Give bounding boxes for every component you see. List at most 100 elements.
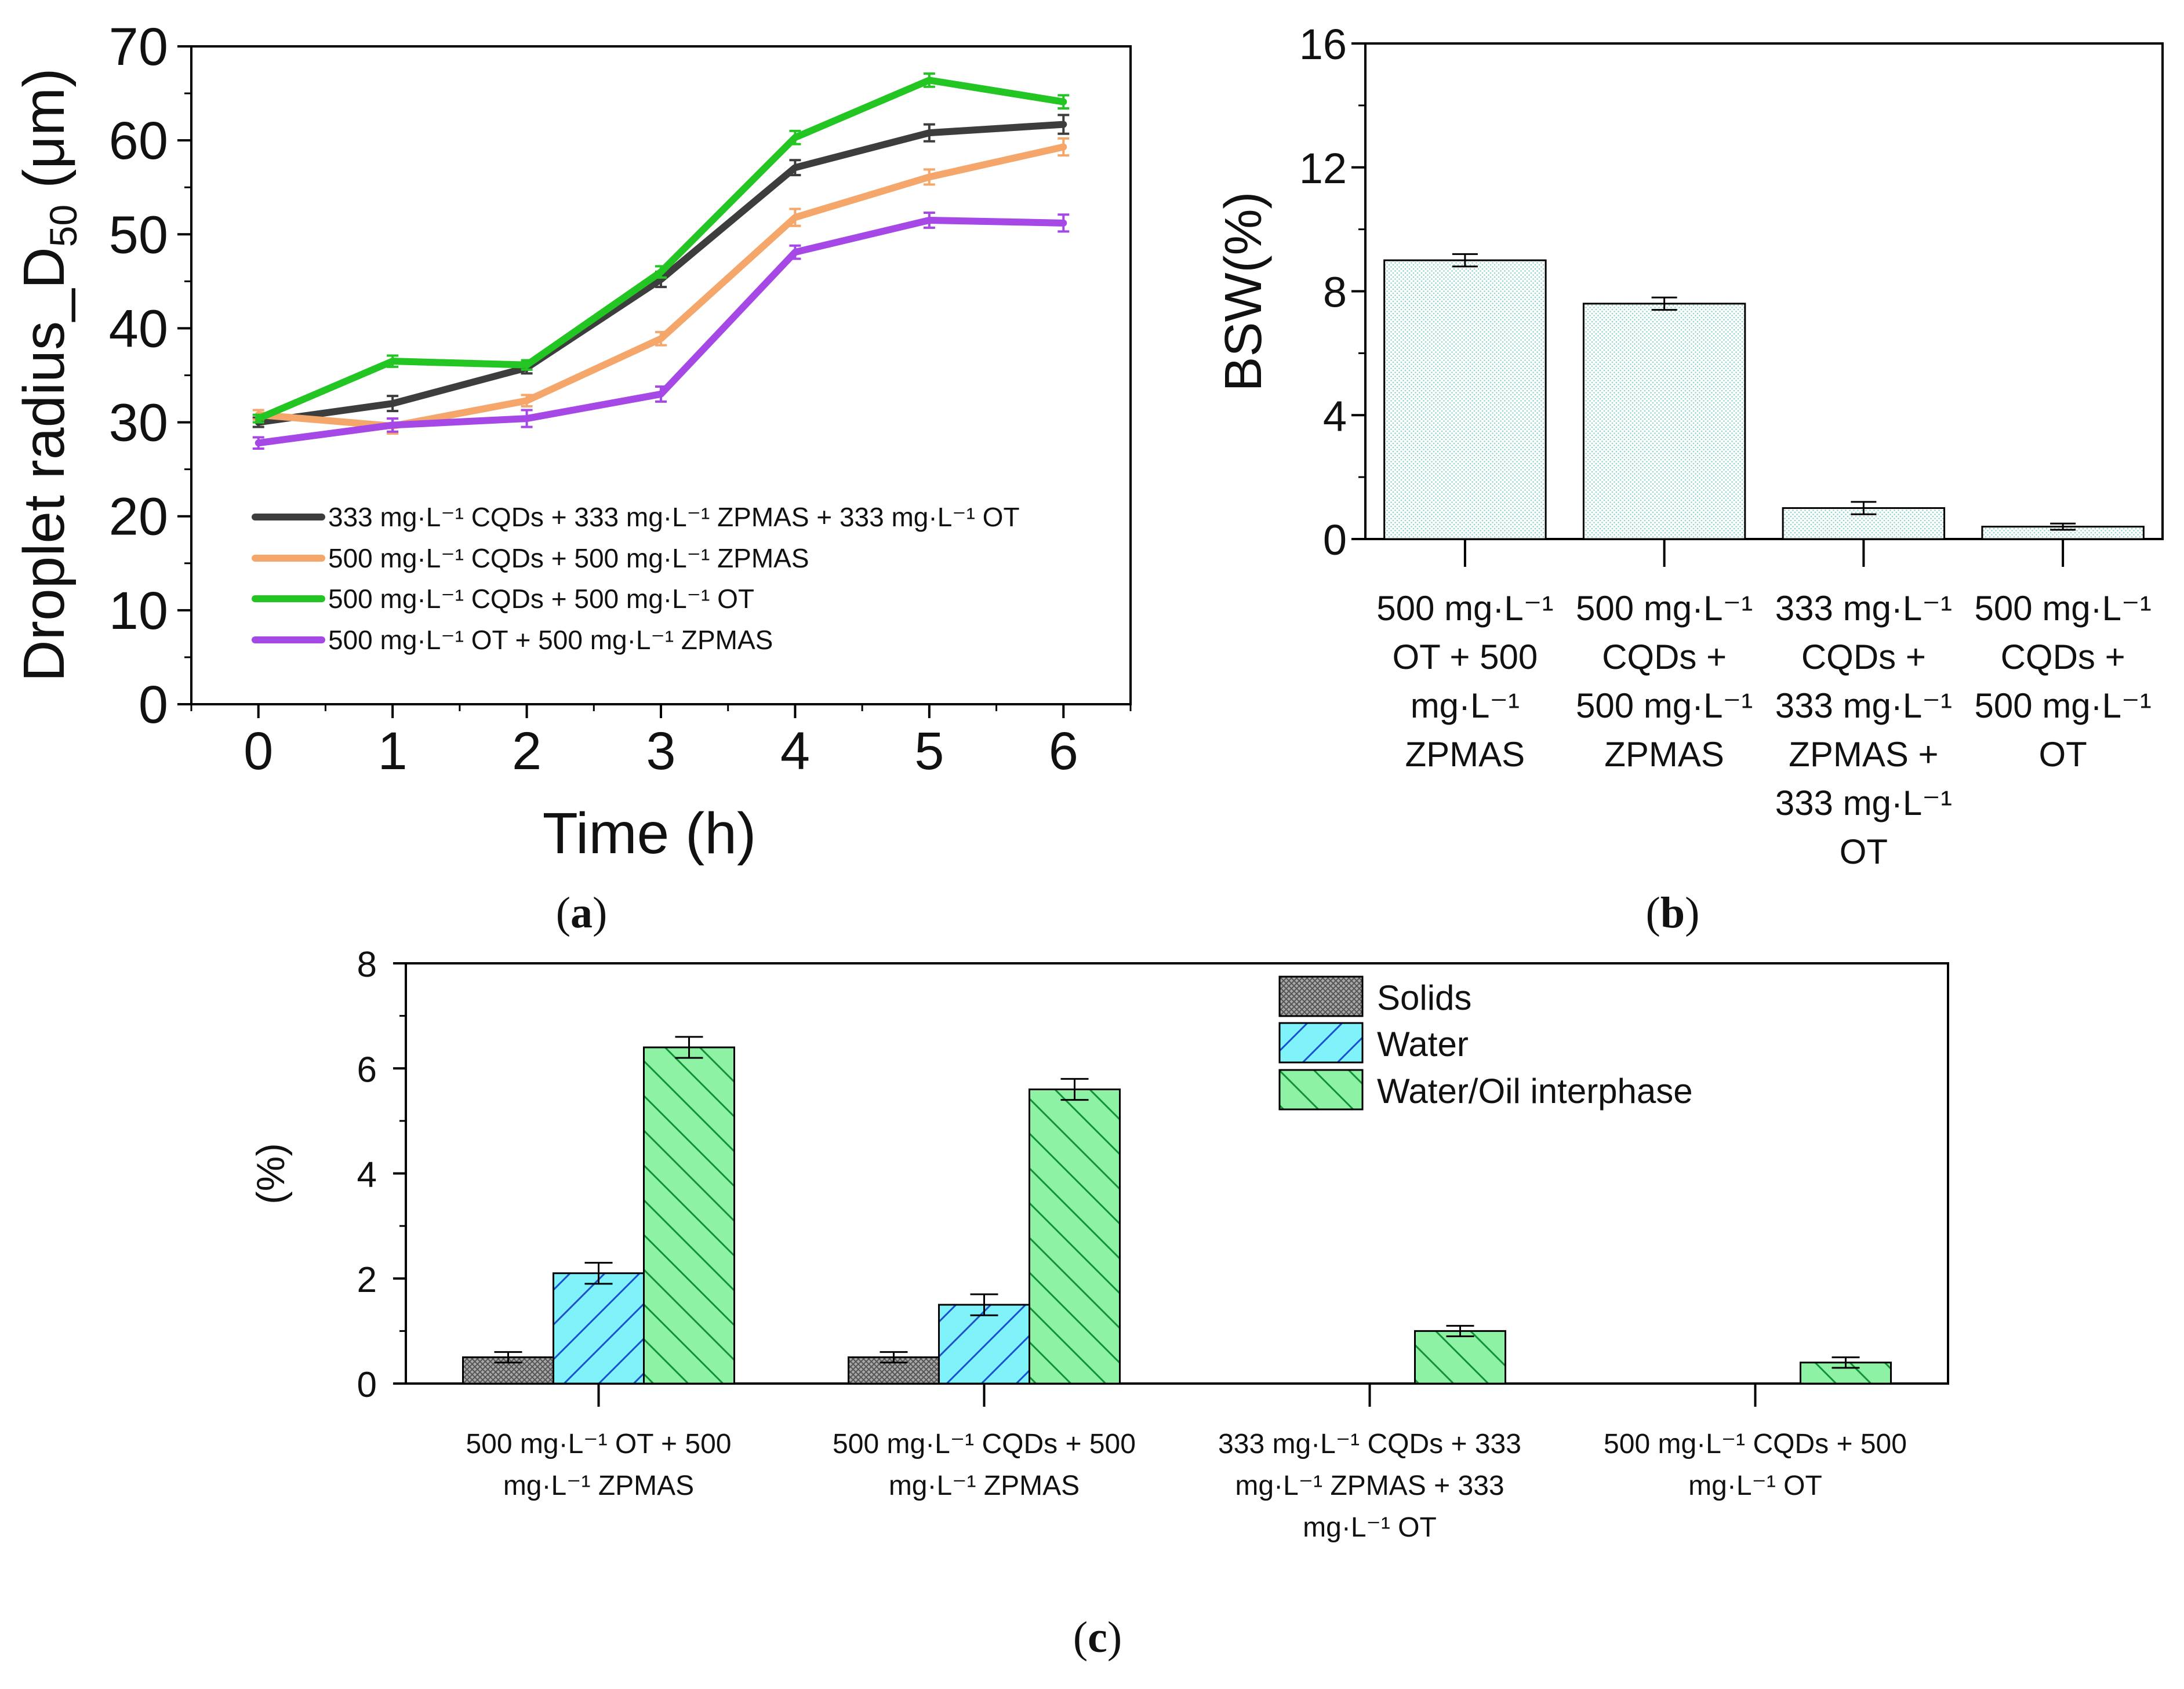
- error-bar: [252, 436, 264, 450]
- y-tick-label: 8: [1323, 268, 1347, 316]
- bar-water-oil-interphase: [1414, 1330, 1506, 1385]
- error-bar: [1446, 1324, 1474, 1337]
- error-bar: [923, 123, 935, 143]
- x-tick-label-line: ZPMAS +: [1789, 735, 1938, 774]
- error-bar: [655, 330, 667, 347]
- x-tick-label-line: 333 mg·L⁻¹: [1775, 784, 1952, 822]
- x-tick-label-line: OT + 500: [1393, 638, 1538, 676]
- panel-c-bars: [462, 1036, 1892, 1385]
- panel-b-caption: (b): [1646, 889, 1700, 937]
- error-bar: [2050, 522, 2076, 531]
- legend-label-3: 500 mg·L⁻¹ CQDs + 500 mg·L⁻¹ OT: [328, 584, 754, 614]
- x-tick-label-line: mg·L⁻¹ ZPMAS: [889, 1470, 1080, 1501]
- x-tick-label-line: 500 mg·L⁻¹ CQDs + 500: [833, 1429, 1136, 1459]
- y-tick-label: 30: [109, 394, 168, 453]
- panel-a-caption: (a): [556, 889, 608, 937]
- x-tick-label: 0: [244, 722, 273, 781]
- error-bar: [387, 417, 399, 433]
- y-tick-label: 12: [1299, 144, 1347, 192]
- panel-a-y-label-main: Droplet radius_D: [12, 247, 77, 682]
- error-bar: [521, 394, 533, 408]
- bar-water: [938, 1304, 1030, 1385]
- y-tick-label: 0: [139, 675, 168, 734]
- x-tick-label-line: CQDs +: [2001, 638, 2125, 676]
- y-tick-label: 60: [109, 111, 168, 170]
- panel-a-caption-letter: a: [570, 889, 593, 937]
- x-tick-label-line: 500 mg·L⁻¹ CQDs + 500: [1604, 1429, 1907, 1459]
- x-tick-label: 6: [1049, 722, 1078, 781]
- error-bar: [789, 208, 801, 227]
- error-bar: [494, 1351, 522, 1364]
- bar-water-oil-interphase: [1029, 1089, 1121, 1385]
- y-tick-label: 8: [357, 945, 377, 985]
- error-bar: [584, 1262, 613, 1285]
- error-bar: [1058, 114, 1070, 135]
- x-tick-label-line: 333 mg·L⁻¹ CQDs + 333: [1218, 1429, 1521, 1459]
- x-tick-label-line: ZPMAS: [1405, 735, 1525, 774]
- y-tick-label: 0: [357, 1365, 377, 1405]
- legend-swatch-2: [1278, 1022, 1364, 1064]
- error-bar: [923, 168, 935, 186]
- x-tick-label-line: mg·L⁻¹ OT: [1303, 1512, 1437, 1543]
- y-tick-label: 2: [357, 1260, 377, 1300]
- bar: [1582, 303, 1746, 540]
- error-bar: [655, 265, 667, 279]
- panel-b-y-ticks: 0 4 8 12 16: [1299, 20, 1365, 564]
- legend-label-4: 500 mg·L⁻¹ OT + 500 mg·L⁻¹ ZPMAS: [328, 625, 773, 655]
- x-tick-label: 3: [646, 722, 675, 781]
- error-bar: [252, 413, 264, 424]
- panel-c-y-label: (%): [249, 1143, 293, 1204]
- x-tick-label-line: mg·L⁻¹ OT: [1688, 1470, 1822, 1501]
- error-bar: [521, 409, 533, 428]
- legend-label-1: 333 mg·L⁻¹ CQDs + 333 mg·L⁻¹ ZPMAS + 333…: [328, 502, 1020, 532]
- panel-a-series: [252, 72, 1070, 450]
- panel-a-x-label: Time (h): [543, 801, 757, 866]
- error-bar: [880, 1351, 908, 1364]
- error-bar: [675, 1036, 703, 1059]
- error-bar: [1851, 501, 1877, 515]
- panel-a-y-ticks: 0 10 20 30 40 50 60 70: [109, 17, 191, 734]
- x-tick-label-line: 333 mg·L⁻¹: [1775, 589, 1952, 628]
- panel-b-x-tick-labels: 500 mg·L⁻¹ OT + 500 mg·L⁻¹ ZPMAS 500 mg·L⁻¹ C…: [1376, 539, 2152, 871]
- x-tick-label: 2: [512, 722, 542, 781]
- y-tick-label: 6: [357, 1050, 377, 1090]
- x-tick-label: 4: [780, 722, 810, 781]
- panel-a-y-label-subscript: 50: [42, 205, 85, 247]
- x-tick-label-line: OT: [2038, 735, 2087, 774]
- bar: [1383, 259, 1547, 540]
- panel-c-caption-letter: c: [1088, 1613, 1107, 1662]
- x-tick-label-line: 500 mg·L⁻¹: [1376, 589, 1553, 628]
- panel-b-caption-letter: b: [1660, 889, 1685, 937]
- error-bar: [1651, 296, 1677, 311]
- y-tick-label: 4: [1323, 392, 1347, 440]
- legend-label-2: Water: [1377, 1025, 1469, 1064]
- panel-a-x-ticks: 0 1 2 3 4 5 6: [190, 704, 1132, 781]
- y-tick-label: 40: [109, 299, 168, 358]
- error-bar: [1452, 253, 1478, 268]
- panel-c-x-tick-labels: 500 mg·L⁻¹ OT + 500 mg·L⁻¹ ZPMAS 500 mg·L⁻…: [466, 1384, 1907, 1543]
- panel-c-y-ticks: 0 2 4 6 8: [357, 945, 406, 1405]
- legend-swatch-1: [1278, 975, 1364, 1017]
- error-bar: [1058, 94, 1070, 110]
- error-bar: [1058, 137, 1070, 157]
- panel-c-caption: (c): [1073, 1613, 1122, 1662]
- x-tick-label: 5: [914, 722, 944, 781]
- panel-a-legend: 333 mg·L⁻¹ CQDs + 333 mg·L⁻¹ ZPMAS + 333…: [252, 502, 1020, 655]
- x-tick-label-line: CQDs +: [1602, 638, 1727, 676]
- error-bar: [789, 129, 801, 145]
- x-tick-label-line: 500 mg·L⁻¹ OT + 500: [466, 1429, 731, 1459]
- error-bar: [521, 359, 533, 371]
- panel-b-y-label: BSW(%): [1215, 192, 1273, 392]
- panel-a-y-label: Droplet radius_D50 (μm): [12, 68, 85, 682]
- x-tick-label-line: mg·L⁻¹ ZPMAS + 333: [1235, 1470, 1504, 1501]
- error-bar: [923, 211, 935, 229]
- panel-c-legend: Solids Water Water/Oil interphase: [1278, 975, 1693, 1111]
- y-tick-label: 50: [109, 205, 168, 264]
- x-tick-label-line: CQDs +: [1801, 638, 1926, 676]
- x-tick-label-line: 500 mg·L⁻¹: [1975, 686, 2152, 725]
- panel-b-bars: [1383, 253, 2145, 540]
- error-bar: [655, 385, 667, 403]
- x-tick-label-line: 500 mg·L⁻¹: [1576, 589, 1753, 628]
